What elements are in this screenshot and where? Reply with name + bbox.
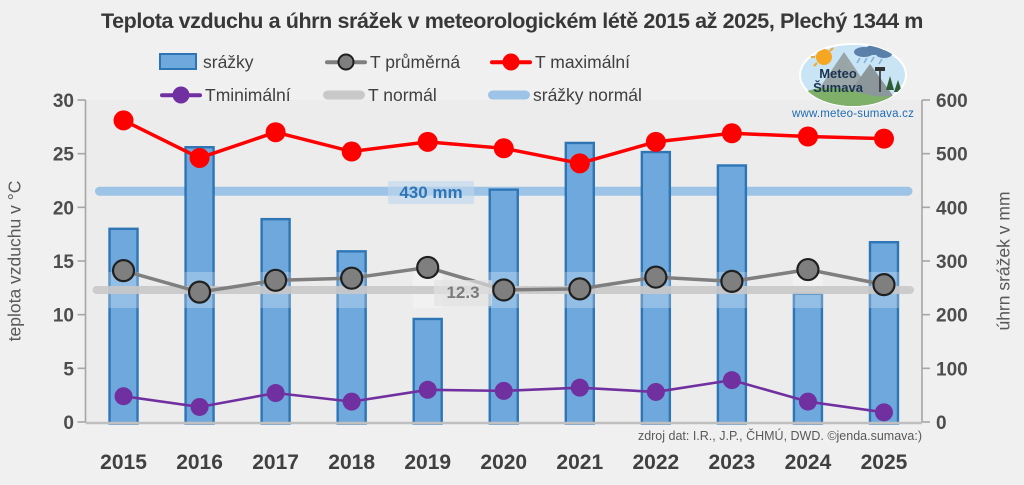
tmin-point-2019: [418, 380, 437, 399]
precip-normal-swatch-icon: [488, 83, 530, 107]
tmax-point-2023: [721, 123, 742, 144]
t-normal-annotation: 12.3: [434, 280, 492, 306]
tavg-point-2021: [568, 277, 592, 301]
meteo-sumava-logo: Meteo Šumava: [798, 42, 908, 108]
tmax-point-2025: [873, 128, 894, 149]
bar-series-swatch-icon: [158, 50, 200, 74]
x-tick-label-2016: 2016: [176, 451, 223, 474]
tmin-point-2016: [190, 397, 209, 416]
tmin-point-2025: [874, 403, 893, 422]
tmin-point-2021: [570, 378, 589, 397]
x-tick-label-2018: 2018: [328, 451, 375, 474]
logo-text-line1: Meteo: [819, 66, 857, 81]
x-tick-label-2025: 2025: [861, 451, 908, 474]
tavg-point-2023: [720, 269, 744, 293]
tmax-point-2016: [189, 147, 210, 168]
logo-website-url: www.meteo-sumava.cz: [791, 108, 915, 120]
tmin-point-2022: [646, 382, 665, 401]
tavg-point-2020: [492, 278, 516, 302]
left-axis-title: teplota vzduchu v °C: [4, 180, 25, 342]
legend-label: srážky normál: [533, 84, 642, 105]
tavg-point-2018: [340, 266, 364, 290]
left-tick-label-5: 5: [63, 359, 74, 380]
legend-label: srážky: [203, 51, 254, 72]
legend-label: Tminimální: [205, 84, 291, 105]
tmax-point-2022: [645, 131, 666, 152]
right-axis-title: úhrn srážek v mm: [993, 191, 1014, 331]
bar-2019: [412, 317, 443, 425]
tavg-point-2022: [644, 265, 668, 289]
tmax-point-2015: [113, 110, 134, 131]
legend-label: T průměrná: [370, 51, 461, 72]
legend-item-t-prumerna: T průměrná: [325, 50, 460, 74]
tmax-point-2017: [265, 122, 286, 143]
data-source-note: zdroj dat: I.R., J.P., ČHMÚ, DWD. ©jenda…: [637, 429, 922, 443]
t-normal-swatch-icon: [323, 83, 365, 107]
tavg-point-2024: [796, 257, 820, 282]
x-tick-label-2023: 2023: [709, 451, 756, 474]
min-line-swatch-icon: [160, 83, 202, 107]
tmax-point-2024: [797, 126, 818, 147]
precip-normal-annotation: 430 mm: [388, 181, 474, 204]
tmax-point-2018: [341, 141, 362, 162]
right-tick-label-500: 500: [936, 145, 968, 166]
tmax-point-2020: [493, 138, 514, 159]
tmax-point-2019: [417, 131, 438, 152]
tavg-point-2015: [111, 259, 136, 283]
legend-item-t-minimalni: Tminimální: [160, 83, 291, 107]
legend-item-t-maximalni: T maximální: [490, 50, 630, 74]
tavg-point-2019: [416, 255, 440, 280]
x-tick-label-2021: 2021: [556, 451, 603, 474]
left-tick-label-0: 0: [63, 413, 74, 434]
left-tick-label-15: 15: [53, 252, 75, 273]
tavg-point-2025: [872, 273, 896, 297]
max-line-swatch-icon: [490, 50, 532, 74]
x-tick-label-2015: 2015: [100, 451, 147, 474]
legend-item-t-normal: T normál: [323, 83, 437, 107]
meteo-sumava-logo-icon: Meteo Šumava: [799, 43, 907, 107]
tavg-point-2017: [264, 268, 288, 292]
avg-line-swatch-icon: [325, 50, 367, 74]
left-tick-label-30: 30: [53, 91, 74, 112]
tmin-point-2018: [342, 392, 361, 411]
tmin-point-2017: [266, 384, 285, 403]
tmax-point-2021: [569, 153, 590, 174]
x-tick-label-2019: 2019: [404, 451, 451, 474]
tmin-point-2023: [722, 371, 741, 390]
legend-label: T maximální: [535, 51, 630, 72]
left-tick-label-20: 20: [53, 198, 74, 219]
x-tick-label-2024: 2024: [785, 451, 832, 474]
x-tick-label-2017: 2017: [252, 451, 299, 474]
legend-item-srazky: srážky: [158, 50, 254, 74]
bar-2025: [868, 241, 900, 425]
right-tick-label-100: 100: [936, 359, 968, 380]
right-tick-label-300: 300: [936, 252, 968, 273]
left-tick-label-25: 25: [53, 145, 75, 166]
tmin-point-2015: [114, 387, 133, 406]
x-tick-label-2022: 2022: [632, 451, 679, 474]
chart-title: Teplota vzduchu a úhrn srážek v meteorol…: [100, 9, 923, 33]
right-tick-label-400: 400: [936, 198, 968, 219]
left-tick-label-10: 10: [53, 306, 74, 327]
logo-text-line2: Šumava: [813, 80, 864, 95]
tmin-point-2020: [494, 381, 513, 400]
x-tick-label-2020: 2020: [480, 451, 527, 474]
legend-item-srazky-normal: srážky normál: [488, 83, 642, 107]
right-tick-label-600: 600: [936, 91, 968, 112]
tavg-point-2016: [187, 280, 212, 304]
tmin-point-2024: [798, 392, 817, 411]
legend-label: T normál: [368, 84, 437, 105]
right-tick-label-0: 0: [936, 413, 947, 434]
right-tick-label-200: 200: [936, 306, 968, 327]
